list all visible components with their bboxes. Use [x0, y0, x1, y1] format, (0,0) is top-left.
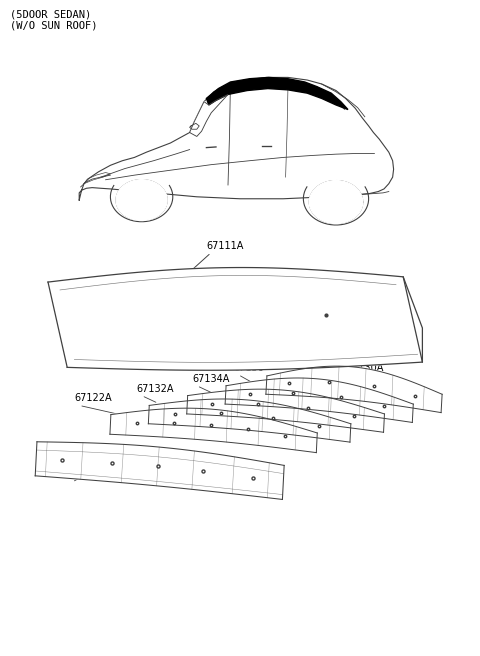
Polygon shape [225, 378, 413, 422]
Polygon shape [309, 180, 363, 224]
Polygon shape [35, 441, 284, 499]
Text: 67136: 67136 [233, 363, 264, 373]
Polygon shape [187, 389, 384, 432]
Polygon shape [79, 77, 394, 200]
Polygon shape [266, 366, 442, 413]
Text: 67111A: 67111A [206, 241, 244, 251]
Polygon shape [190, 94, 228, 136]
Polygon shape [116, 180, 167, 220]
Polygon shape [148, 399, 351, 442]
Text: 67122A: 67122A [74, 394, 112, 403]
Text: (W/O SUN ROOF): (W/O SUN ROOF) [10, 21, 97, 31]
Polygon shape [206, 77, 348, 110]
Text: 67132A: 67132A [137, 384, 174, 394]
Text: 67310A: 67310A [67, 470, 105, 480]
Text: (5DOOR SEDAN): (5DOOR SEDAN) [10, 10, 91, 20]
Text: 67130A: 67130A [347, 363, 384, 373]
Polygon shape [110, 408, 317, 453]
Text: 67134A: 67134A [192, 374, 229, 384]
Polygon shape [48, 268, 422, 370]
